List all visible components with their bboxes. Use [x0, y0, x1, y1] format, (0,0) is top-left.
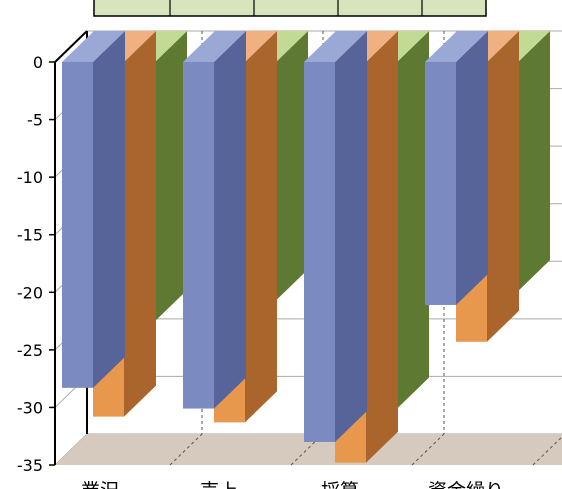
x-category-label: 売上 [200, 480, 238, 489]
data-table-header [93, 0, 487, 17]
bar [183, 62, 214, 409]
bar-side [214, 31, 246, 409]
bar-side [155, 31, 187, 322]
floor-plane [55, 434, 562, 465]
y-tick-label: -30 [17, 398, 43, 417]
chart-labels: 0 -5 -10 -15 -20 -25 -30 -35 業況 売上 採算 資金繰り [17, 53, 504, 489]
bar-side [245, 31, 277, 423]
bar-side [124, 31, 156, 417]
y-tick-label: -25 [17, 341, 43, 360]
y-tick-label: -5 [27, 111, 43, 130]
floor-separator [532, 436, 562, 466]
floor-separator [411, 433, 445, 466]
chart-bars [62, 31, 550, 463]
header-table-cell [93, 0, 487, 17]
y-axis-top-edge [54, 30, 88, 63]
bar-top [183, 31, 246, 62]
x-category-label: 業況 [81, 480, 119, 489]
y-tick-label: -35 [17, 456, 43, 475]
bar-side [397, 31, 429, 409]
x-category-label: 資金繰り [428, 480, 504, 489]
bar-side [456, 31, 488, 305]
floor-separator [169, 433, 203, 466]
bar-top [62, 31, 125, 62]
bar-top [425, 31, 488, 62]
bar-top [304, 31, 367, 62]
y-tick-label: -10 [17, 168, 43, 187]
y-axis [49, 30, 88, 466]
bar-side [487, 31, 519, 342]
bar [304, 62, 335, 442]
x-category-label: 採算 [321, 480, 359, 489]
bar-side [93, 31, 125, 388]
bar-side [366, 31, 398, 463]
bar-side [335, 31, 367, 442]
y-tick-label: 0 [33, 53, 43, 72]
y-tick-label: -20 [17, 283, 43, 302]
bar-side [276, 31, 308, 301]
y-tick-label: -15 [17, 226, 43, 245]
chart-floor [55, 433, 562, 466]
bar-side [518, 31, 550, 292]
bar [425, 62, 456, 305]
bar [62, 62, 93, 388]
